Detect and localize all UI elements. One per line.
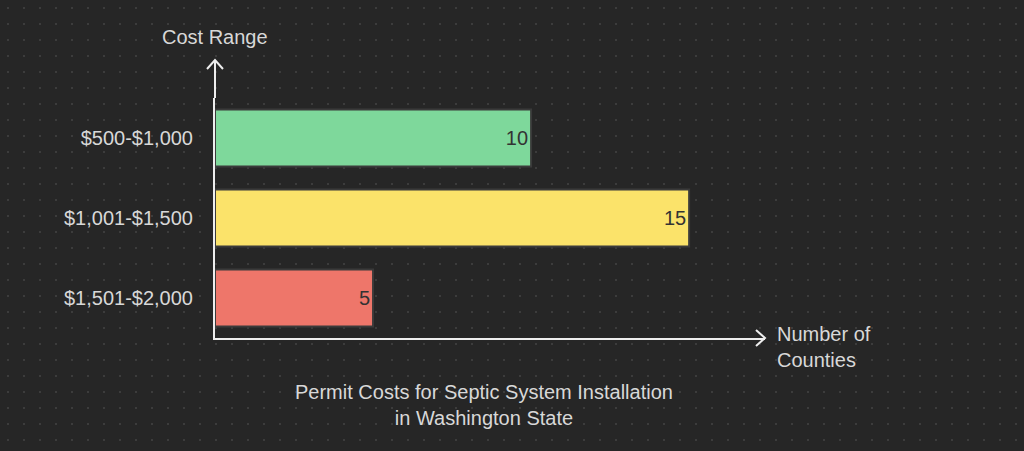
svg-text:$500-$1,000: $500-$1,000 — [81, 127, 193, 149]
svg-text:Number ofCounties: Number ofCounties — [777, 323, 871, 371]
svg-text:Permit Costs for Septic System: Permit Costs for Septic System Installat… — [295, 381, 673, 429]
svg-text:10: 10 — [506, 127, 528, 149]
svg-text:15: 15 — [664, 207, 686, 229]
svg-text:5: 5 — [359, 287, 370, 309]
svg-text:$1,501-$2,000: $1,501-$2,000 — [64, 287, 193, 309]
svg-text:Cost Range: Cost Range — [162, 26, 268, 48]
svg-text:$1,001-$1,500: $1,001-$1,500 — [64, 207, 193, 229]
